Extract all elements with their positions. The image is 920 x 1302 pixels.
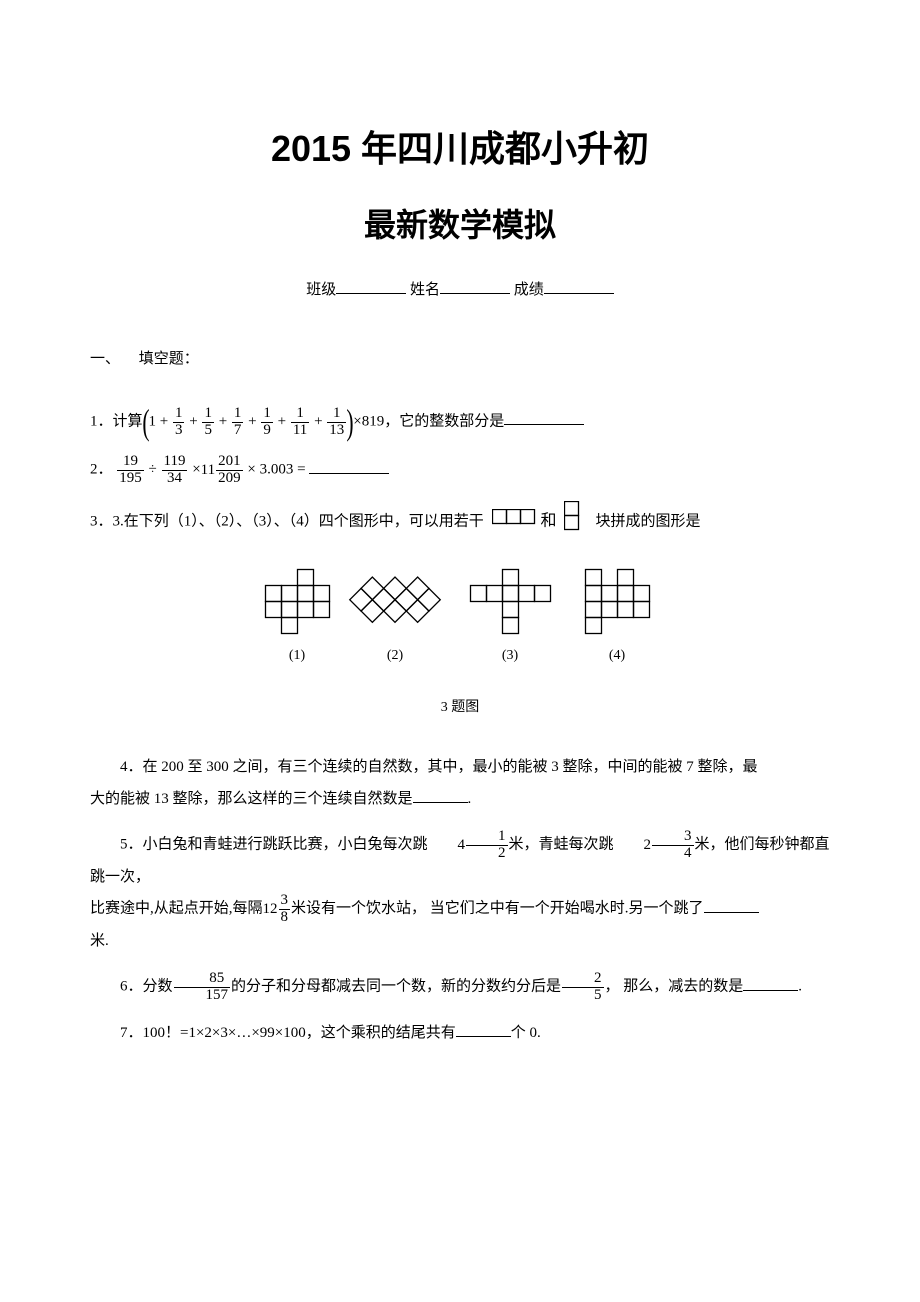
question-7: 7．100！=1×2×3×…×99×100，这个乘积的结尾共有 个 0.	[90, 1018, 830, 1050]
q5-line2a: 比赛途中,从起点开始,每隔	[90, 901, 263, 917]
q5-blank	[704, 899, 759, 913]
question-3: 3．3.在下列（1）、（2）、（3）、（4）四个图形中，可以用若干 和 块拼成的…	[90, 501, 830, 544]
q6-blank	[743, 977, 798, 991]
figures-svg: (1) (2) (3) (4)	[245, 559, 675, 679]
q5-line1b: 米，青蛙每次跳	[509, 837, 614, 853]
paren-right: )	[347, 404, 354, 440]
q4-line1: 4．在 200 至 300 之间，有三个连续的自然数，其中，最小的能被 3 整除…	[120, 759, 758, 775]
figure-caption: 3 题图	[90, 696, 830, 716]
section-number: 一、	[90, 351, 120, 367]
class-blank	[336, 278, 406, 294]
q3-text-b: 和	[541, 512, 557, 529]
q2-prefix: 2．	[90, 462, 113, 478]
q5-line2b: 米设有一个饮水站， 当它们之中有一个开始喝水时.另一个跳了	[291, 901, 704, 917]
q4-line2: 大的能被 13 整除，那么这样的三个连续自然数是	[90, 791, 413, 807]
figure-container: (1) (2) (3) (4)	[90, 559, 830, 684]
q5-line1a: 5．小白兔和青蛙进行跳跃比赛，小白兔每次跳	[120, 837, 428, 853]
q6-a: 6．分数	[120, 979, 173, 995]
svg-text:(1): (1)	[289, 648, 306, 663]
q3-text-c: 块拼成的图形是	[596, 513, 701, 529]
q2-blank	[309, 460, 389, 474]
name-label: 姓名	[410, 282, 440, 298]
svg-text:(4): (4)	[609, 648, 626, 663]
meta-line: 班级 姓名 成绩	[90, 278, 830, 299]
paren-left: (	[142, 404, 149, 440]
q4-blank	[413, 789, 468, 803]
q6-c: ， 那么，减去的数是	[605, 979, 744, 995]
question-6: 6．分数85157的分子和分母都减去同一个数，新的分数约分后是25， 那么，减去…	[90, 971, 830, 1004]
q6-b: 的分子和分母都减去同一个数，新的分数约分后是	[231, 979, 561, 995]
question-1: 1．计算(1 + 13 + 15 + 17 + 19 + 111 + 113)×…	[90, 404, 830, 440]
q1-blank	[504, 411, 584, 425]
svg-text:(3): (3)	[502, 648, 519, 663]
section-label: 填空题：	[139, 351, 199, 367]
section-header: 一、 填空题：	[90, 347, 830, 368]
q3-text-a: 3．3.在下列（1）、（2）、（3）、（4）四个图形中，可以用若干	[90, 513, 484, 529]
question-4: 4．在 200 至 300 之间，有三个连续的自然数，其中，最小的能被 3 整除…	[90, 752, 830, 815]
q7-a: 7．100！=1×2×3×…×99×100，这个乘积的结尾共有	[120, 1025, 456, 1041]
q7-blank	[456, 1023, 511, 1037]
inline-shape-col	[564, 501, 580, 544]
q1-prefix: 1．计算	[90, 413, 143, 429]
name-blank	[440, 278, 510, 294]
question-2: 2． 19195 ÷ 11934 ×11201209 × 3.003 =	[90, 454, 830, 487]
q1-suffix: ×819，它的整数部分是	[353, 413, 504, 429]
score-blank	[544, 278, 614, 294]
svg-text:(2): (2)	[387, 648, 404, 663]
class-label: 班级	[306, 282, 336, 298]
question-5: 5．小白兔和青蛙进行跳跃比赛，小白兔每次跳412米，青蛙每次跳234米，他们每秒…	[90, 829, 830, 957]
inline-shape-row	[492, 506, 537, 538]
q7-b: 个 0.	[511, 1025, 541, 1041]
q5-line3: 米.	[90, 933, 109, 949]
page-title-main: 2015 年四川成都小升初	[90, 120, 830, 172]
score-label: 成绩	[514, 282, 544, 298]
page-title-sub: 最新数学模拟	[90, 200, 830, 246]
